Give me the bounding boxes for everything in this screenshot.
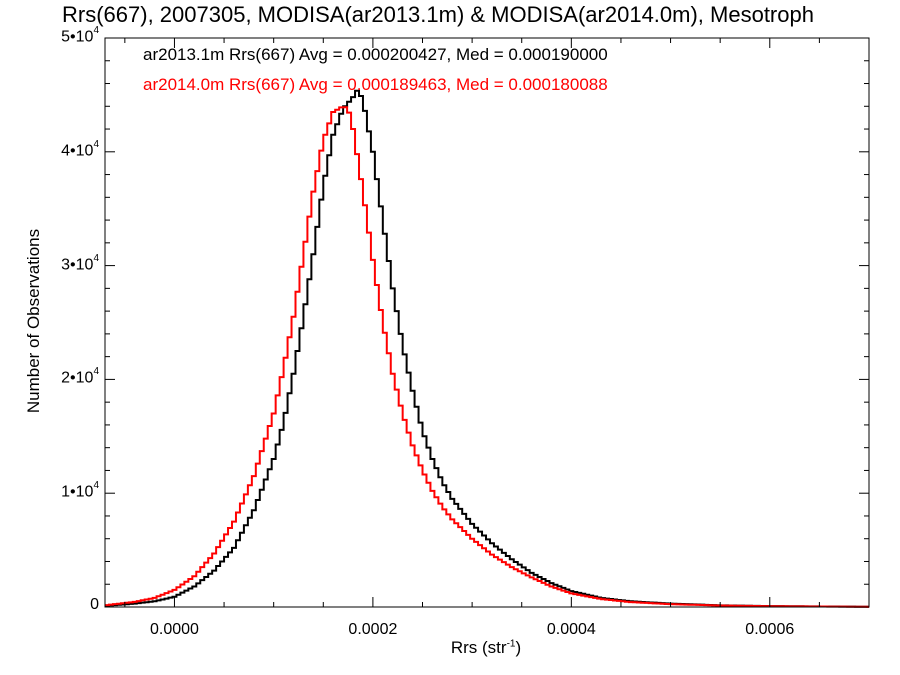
- plot-frame: [104, 37, 870, 608]
- legend-entry-ar2013: ar2013.1m Rrs(667) Avg = 0.000200427, Me…: [143, 45, 608, 64]
- y-tick-label: 5•104: [61, 25, 99, 46]
- x-tick-label: 0.0006: [745, 621, 795, 638]
- y-axis-label: Number of Observations: [24, 228, 43, 414]
- y-tick-label: 3•104: [61, 252, 99, 273]
- series-line-0: [105, 89, 869, 608]
- x-axis-label-sup: -1: [506, 638, 516, 650]
- y-tick-label: 2•104: [61, 366, 99, 387]
- x-axis-label-end: ): [515, 638, 522, 657]
- series-layer: [105, 89, 869, 608]
- x-axis-label: Rrs (str-1): [451, 638, 521, 658]
- series-line-1: [105, 106, 869, 608]
- chart-title: Rrs(667), 2007305, MODISA(ar2013.1m) & M…: [62, 2, 814, 27]
- axis-layer: [104, 37, 870, 608]
- legend-entry-ar2014: ar2014.0m Rrs(667) Avg = 0.000189463, Me…: [143, 75, 608, 94]
- y-tick-label: 1•104: [61, 480, 99, 501]
- x-tick-label: 0.0000: [149, 621, 199, 638]
- y-tick-label: 0: [90, 596, 99, 613]
- x-axis-label-base: Rrs (str: [450, 638, 507, 657]
- y-tick-label: 4•104: [61, 138, 99, 160]
- x-tick-label: 0.0002: [348, 621, 398, 638]
- x-tick-label: 0.0004: [546, 621, 596, 638]
